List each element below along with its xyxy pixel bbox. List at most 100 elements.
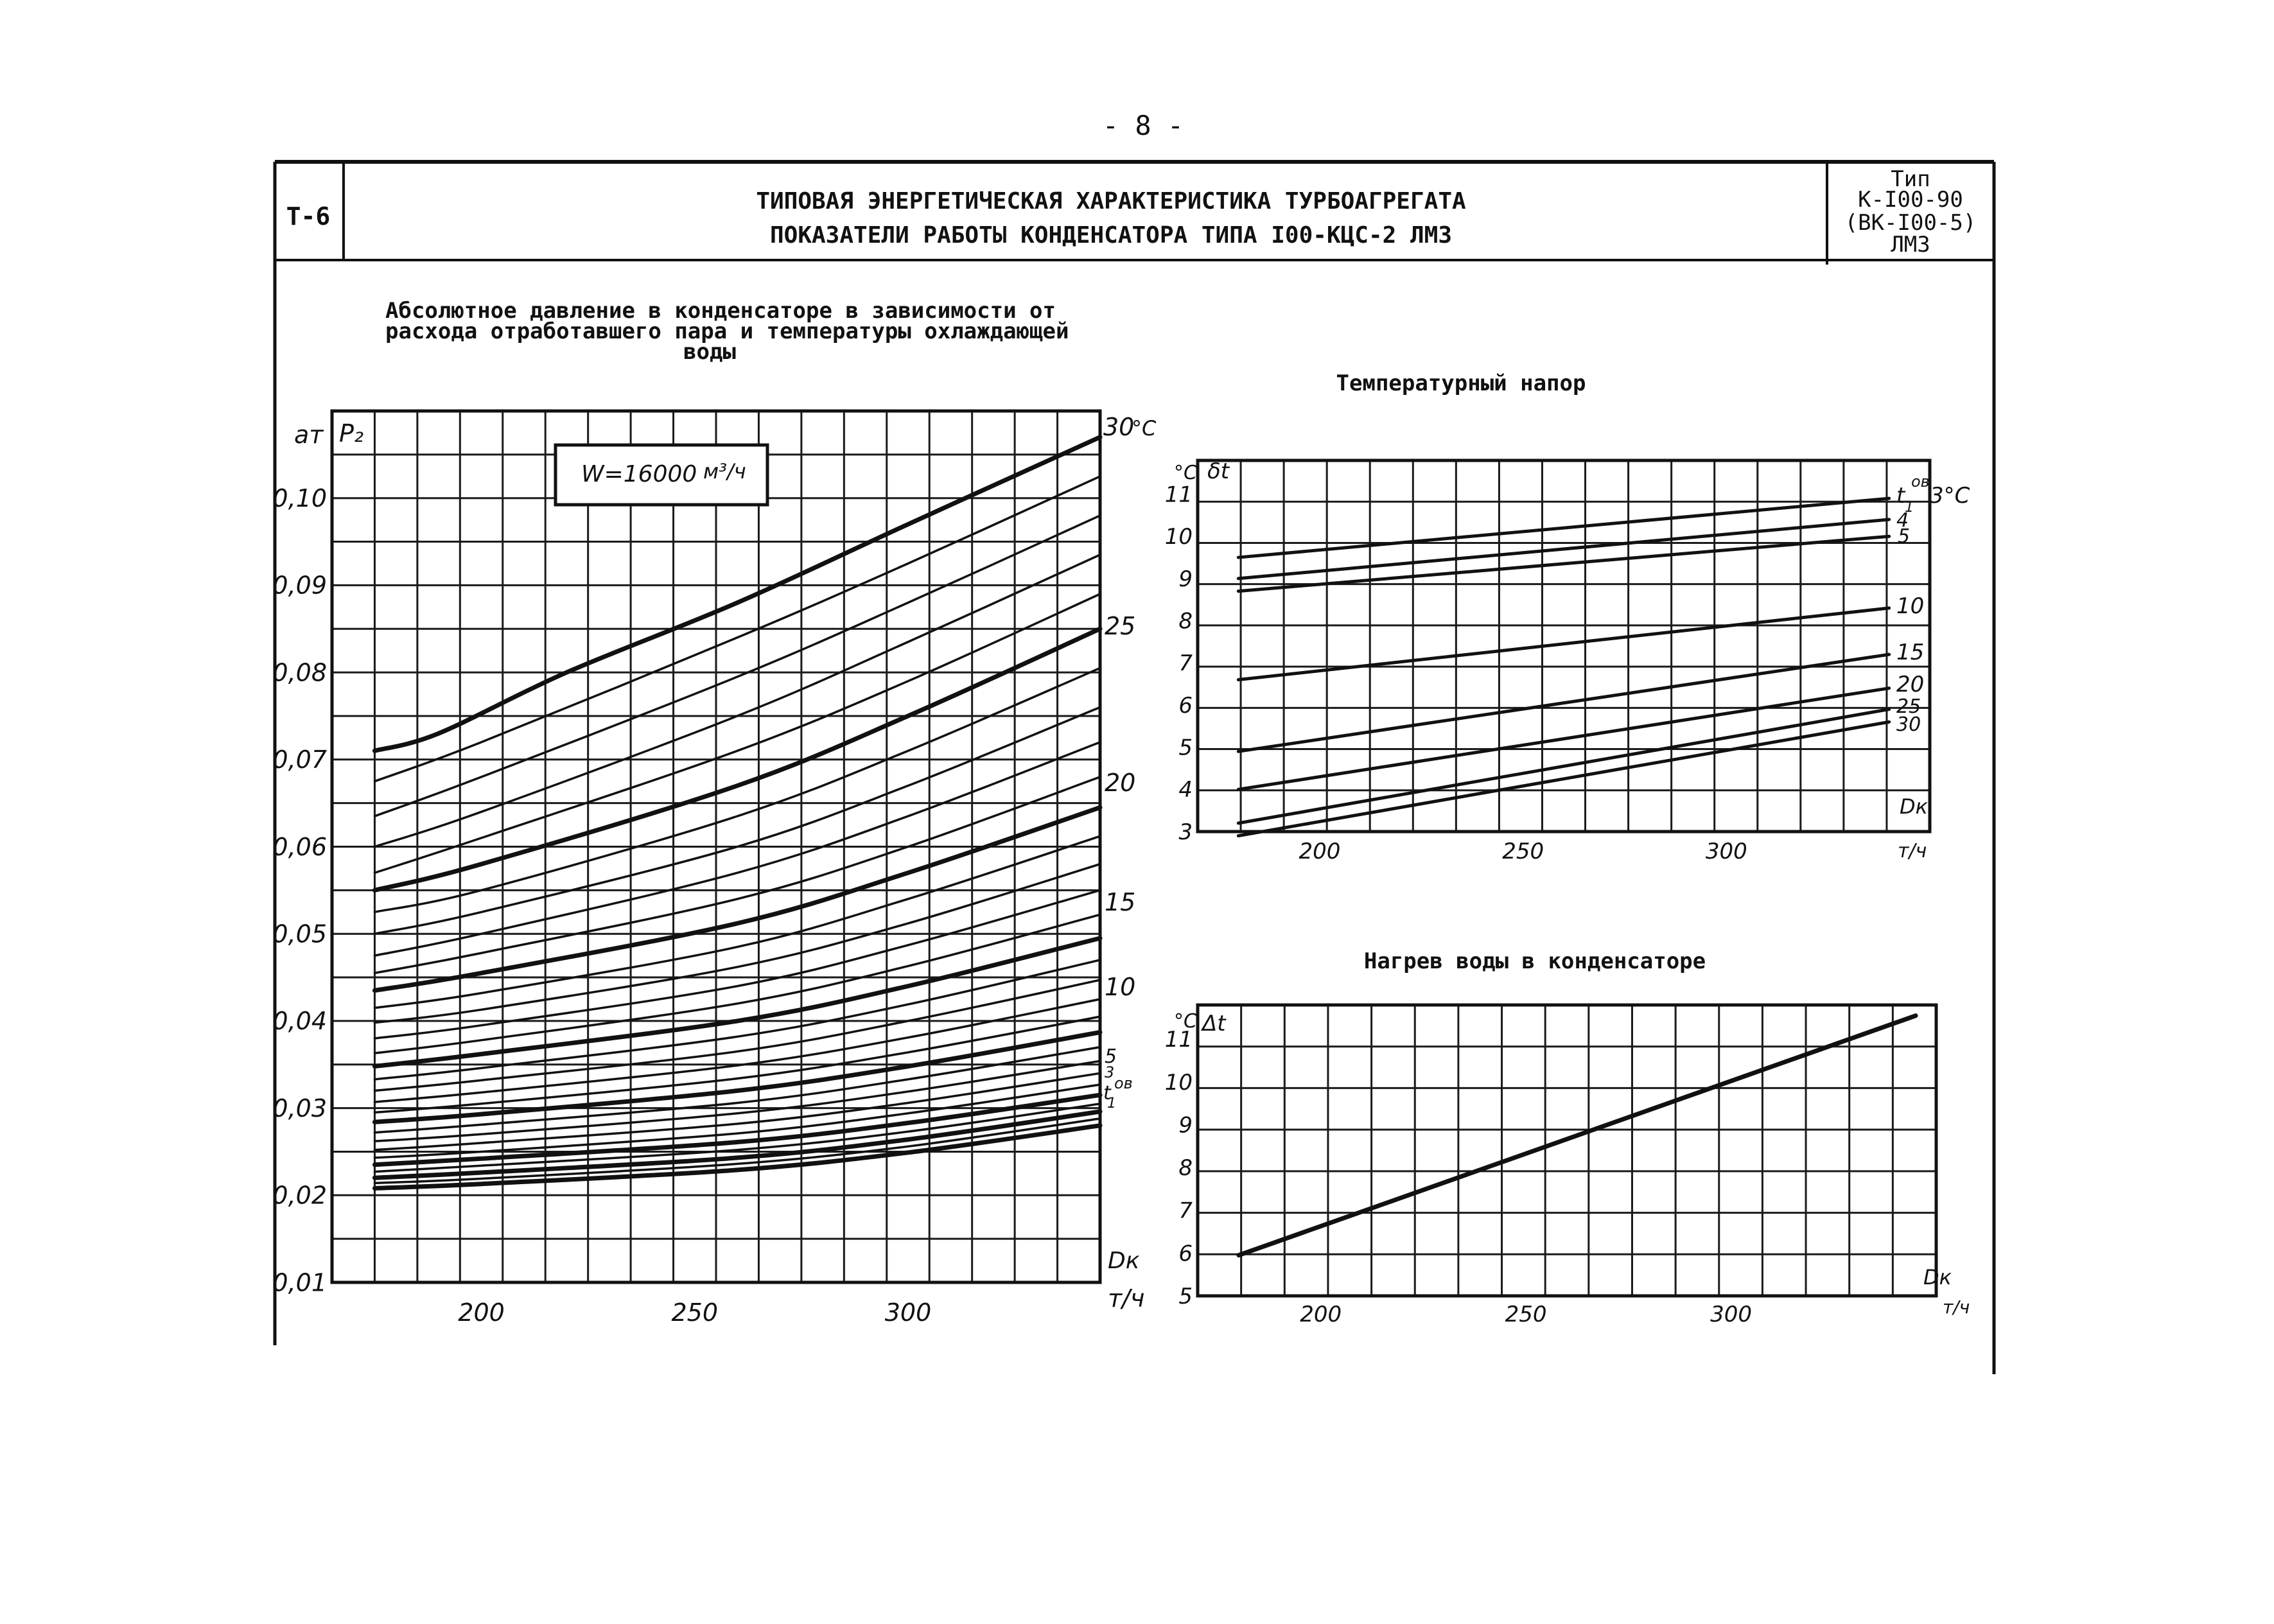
series-line-25 <box>372 626 1103 893</box>
y-tick-label: 0,07 <box>272 746 327 774</box>
x-tick-label: 200 <box>458 1298 505 1327</box>
pressure-y-label: P₂ <box>339 419 363 448</box>
series-line-10 <box>372 1030 1103 1124</box>
y-tick-label: 0,01 <box>272 1268 327 1297</box>
series-line-8 <box>373 1060 1101 1142</box>
pressure-label-5: 5 <box>1105 1045 1117 1068</box>
series-line-10 <box>1236 606 1891 682</box>
flow-annotation-value: W=16000 <box>581 461 697 487</box>
pressure-label-25: 25 <box>1105 612 1135 640</box>
water-heating-y-ticks: 11 10 9 8 7 6 5 <box>1165 1027 1193 1309</box>
pressure-chart-y-ticks: 0,10 0,09 0,08 0,07 0,06 0,05 0,04 0,03 0,02 0,01 <box>272 484 327 1297</box>
series-line-25 <box>1236 708 1891 825</box>
series-line-13 <box>373 979 1101 1092</box>
series-line-21 <box>373 776 1101 975</box>
y-tick-label: 0,03 <box>272 1094 327 1122</box>
temp-head-label-1: 1 <box>1905 500 1914 516</box>
series-line-1 <box>372 1123 1103 1191</box>
series-line-15 <box>372 936 1103 1069</box>
y-tick-label: 0,08 <box>272 658 327 686</box>
sheet-code: Т-6 <box>286 202 331 231</box>
y-tick-label: 0,05 <box>272 920 327 948</box>
pressure-chart-frame <box>330 409 1102 1284</box>
temp-head-label-ov: ов <box>1911 473 1930 491</box>
temp-head-label-15: 15 <box>1896 640 1924 665</box>
temp-head-label-3: 3°C <box>1930 483 1970 509</box>
pressure-chart-curves <box>372 435 1103 1191</box>
temp-head-label-t: t <box>1896 483 1906 509</box>
water-heating-x-unit: т/ч <box>1943 1297 1970 1318</box>
temp-head-label-10: 10 <box>1896 593 1924 619</box>
sheet-title-line1: ТИПОВАЯ ЭНЕРГЕТИЧЕСКАЯ ХАРАКТЕРИСТИКА ТУ… <box>756 188 1466 214</box>
x-tick-label: 250 <box>672 1298 719 1327</box>
flow-annotation-unit: м³/ч <box>703 459 746 484</box>
series-line-17 <box>373 889 1101 1040</box>
y-tick-label: 0,04 <box>272 1007 327 1035</box>
y-tick-label: 11 <box>1165 482 1193 507</box>
pressure-chart-title-line3: воды <box>683 339 736 365</box>
water-heating-y-label: Δt <box>1200 1011 1227 1036</box>
series-line-30 <box>372 435 1103 753</box>
series-line-6 <box>373 1083 1101 1159</box>
temp-head-y-unit: °С <box>1174 462 1197 484</box>
y-tick-label: 7 <box>1178 650 1193 676</box>
type-line1: К-I00-90 <box>1858 187 1963 213</box>
y-tick-label: 0,10 <box>272 484 327 512</box>
pressure-label-20: 20 <box>1105 769 1135 797</box>
series-line-9 <box>373 1045 1101 1134</box>
series-line-22 <box>373 740 1101 957</box>
y-tick-label: 0,09 <box>272 572 327 600</box>
pressure-label-30: 30 <box>1103 413 1134 441</box>
water-heating-title: Нагрев воды в конденсаторе <box>1364 948 1706 974</box>
pressure-chart-title-line2: расхода отработавшего пара и температуры… <box>385 319 1069 344</box>
pressure-label-degc: °C <box>1132 416 1157 441</box>
pressure-label-ov: ов <box>1114 1074 1133 1092</box>
series-line-4 <box>1236 518 1891 581</box>
water-heating-chart: Нагрев воды в конденсаторе 200 250 300 111… <box>1165 948 1970 1327</box>
pressure-label-1: 1 <box>1107 1096 1116 1112</box>
water-heating-x-label: Dк <box>1923 1265 1952 1289</box>
series-line-30 <box>1236 720 1891 838</box>
water-heating-x-ticks: 200 250 300 <box>1300 1302 1752 1327</box>
series-line-14 <box>373 959 1101 1081</box>
temp-head-x-label: Dк <box>1900 794 1929 819</box>
pressure-label-10: 10 <box>1105 973 1135 1001</box>
series-line-3 <box>372 1109 1103 1180</box>
water-heating-grid <box>1198 1005 1936 1296</box>
series-line-29 <box>373 475 1101 783</box>
water-heating-frame <box>1196 1003 1938 1298</box>
pressure-chart-x-ticks: 200 250 300 <box>458 1298 931 1327</box>
y-tick-label: 8 <box>1178 1155 1193 1181</box>
pressure-chart-title-line1: Абсолютное давление в конденсаторе в зав… <box>385 298 1056 324</box>
temp-head-label-30: 30 <box>1896 713 1921 736</box>
temp-head-x-unit: т/ч <box>1898 840 1927 862</box>
temp-head-x-ticks: 200 250 300 <box>1299 839 1747 864</box>
series-line-2 <box>373 1117 1101 1185</box>
series-line-12 <box>373 998 1101 1103</box>
series-line-26 <box>373 593 1101 874</box>
series-line-27 <box>373 554 1101 848</box>
series-line-5 <box>372 1092 1103 1167</box>
series-line-24 <box>373 667 1101 914</box>
y-tick-label: 0,06 <box>272 833 327 861</box>
y-tick-label: 9 <box>1178 566 1193 592</box>
sheet-title-line2: ПОКАЗАТЕЛИ РАБОТЫ КОНДЕНСАТОРА ТИПА I00-… <box>770 222 1452 249</box>
water-heating-y-unit: °С <box>1174 1010 1197 1033</box>
temp-head-y-ticks: 11 10 9 8 7 6 5 4 3 <box>1165 482 1193 844</box>
temp-head-frame <box>1196 458 1932 834</box>
temp-head-y-label: δt <box>1207 458 1230 484</box>
temp-head-curves <box>1236 496 1891 838</box>
series-line-5 <box>1236 534 1891 593</box>
series-line-20 <box>1236 686 1891 791</box>
x-tick-label: 300 <box>885 1298 932 1327</box>
y-tick-label: 5 <box>1178 735 1193 761</box>
x-tick-label: 300 <box>1710 1302 1752 1327</box>
y-tick-label: 3 <box>1178 819 1193 845</box>
pressure-label-15: 15 <box>1105 888 1135 916</box>
pressure-x-unit: т/ч <box>1108 1284 1144 1313</box>
y-tick-label: 10 <box>1165 524 1193 550</box>
series-line <box>1236 1013 1918 1258</box>
series-line-11 <box>373 1015 1101 1114</box>
y-tick-label: 8 <box>1178 608 1193 634</box>
